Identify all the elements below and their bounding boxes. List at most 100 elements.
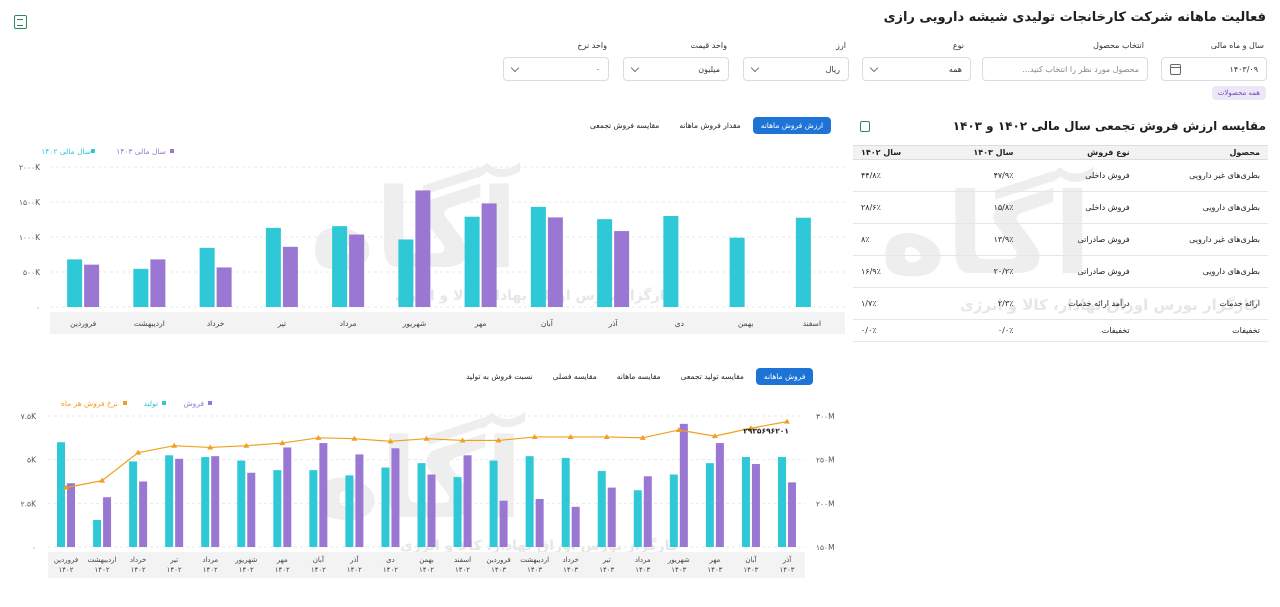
excel-export-icon[interactable] [14,15,27,29]
table-header-row: محصول نوع فروش سال ۱۴۰۳ سال ۱۴۰۲ [853,145,1268,160]
column-header[interactable]: محصول [1137,145,1268,160]
x-tick-label: تیر [602,556,611,564]
column-header[interactable]: نوع فروش [1021,145,1138,160]
rate-point [531,433,538,439]
x-tick-label: ۱۴۰۲ [95,566,110,574]
bar-production [57,442,66,547]
cell-sale-type: فروش صادراتی [1021,223,1138,256]
x-tick-label: آذر [608,318,619,328]
price-unit-select[interactable]: میلیون [623,57,729,81]
tab-cumulative-sales-comparison[interactable]: مقایسه فروش تجمعی [590,121,660,130]
x-tick-label: ۱۴۰۲ [347,566,362,574]
bar-production [93,519,102,547]
y-tick-label: ۰ [36,303,40,312]
column-header[interactable]: سال ۱۴۰۲ [853,145,938,160]
product-select[interactable]: محصول مورد نظر را انتخاب کنید... [982,57,1148,81]
bar-production [525,456,534,547]
bar-1403 [349,234,365,307]
tab-quarterly-comparison[interactable]: مقایسه فصلی [552,372,597,381]
cell-1403: ۰/۰٪ [937,319,1022,342]
rate-point [387,438,394,444]
cell-sale-type: فروش داخلی [1021,159,1138,192]
x-tick-label: ۱۴۰۳ [779,566,794,574]
bar-1403 [481,203,497,307]
legend-label: سال مالی ۱۴۰۲ [41,147,91,156]
year-month-field[interactable]: ۱۴۰۳/۰۹ [1161,57,1267,81]
rate-point [279,440,286,446]
table-row: بطری‌های دارویی فروش صادراتی ۲۰/۲٪ ۱۶/۹٪ [853,255,1268,288]
x-tick-label: ۱۴۰۲ [275,566,290,574]
x-tick-label: ۱۴۰۳ [599,566,614,574]
x-axis-band [50,312,845,334]
tab-sales-to-production-ratio[interactable]: نسبت فروش به تولید [466,372,533,381]
table-row: بطری‌های غیر دارویی فروش داخلی ۴۷/۹٪ ۴۴/… [853,159,1268,192]
bar-sales [643,476,652,547]
bar-production [309,470,318,547]
legend-swatch [208,401,212,405]
x-tick-label: اسفند [803,319,821,328]
rate-unit-value: ۰ [595,64,600,74]
bar-1402 [663,216,679,307]
x-tick-label: ۱۴۰۳ [491,566,506,574]
price-unit-value: میلیون [698,64,720,74]
cell-product: ارائه خدمات [1137,287,1268,320]
bar-1402 [133,268,149,307]
calendar-icon [1170,63,1181,75]
x-tick-label: فروردین [486,556,510,564]
bar-sales [463,455,472,547]
cell-1403: ۱۳/۹٪ [937,223,1022,256]
tab-monthly-sales[interactable]: فروش ماهانه [755,368,814,385]
x-tick-label: ۱۴۰۳ [527,566,542,574]
x-tick-label: ۱۴۰۲ [59,566,74,574]
bar-sales [175,458,184,547]
tab-monthly-sales-quantity[interactable]: مقدار فروش ماهانه [679,121,741,130]
legend-label: نرخ فروش هر ماه [61,399,118,408]
y2-tick-label: ۱۵۰M [816,543,835,552]
x-tick-label: اردیبهشت [134,319,165,328]
rate-point [747,425,754,431]
type-select[interactable]: همه [862,57,971,81]
product-label: انتخاب محصول [1093,41,1144,50]
y2-tick-label: ۳۰۰M [816,412,835,421]
bar-1402 [332,226,348,307]
rate-point [495,437,502,443]
currency-select[interactable]: ریال [743,57,849,81]
x-tick-label: بهمن [419,556,434,564]
tab-monthly-sales-value[interactable]: ارزش فروش ماهانه [752,117,832,134]
bar-production [201,457,210,547]
bar-1402 [199,247,215,307]
x-tick-label: شهریور [667,556,690,564]
x-tick-label: مرداد [202,556,218,564]
currency-label: ارز [836,41,846,50]
bar-production [417,463,426,547]
x-tick-label: ۱۴۰۳ [671,566,686,574]
x-tick-label: مهر [276,556,288,564]
x-tick-label: مرداد [340,319,357,328]
bar-production [489,460,498,547]
x-tick-label: فروردین [70,319,97,328]
cell-sale-type: فروش داخلی [1021,191,1138,224]
bar-production [129,461,138,547]
cell-1402: ۱/۷٪ [853,287,938,320]
excel-export-icon[interactable] [860,121,870,132]
x-tick-label: ۱۴۰۲ [419,566,434,574]
all-products-chip[interactable]: همه محصولات [1211,86,1266,100]
bar-production [741,457,750,547]
rate-point [423,435,430,441]
bar-1403 [150,259,166,307]
column-header[interactable]: سال ۱۴۰۳ [937,145,1022,160]
bar-1402 [464,216,480,307]
x-tick-label: ۱۴۰۳ [563,566,578,574]
x-tick-label: مهر [474,319,487,328]
bar-sales [355,454,364,547]
x-tick-label: آذر [782,555,792,564]
y-tick-label: ۲۰۰۰K [19,163,41,172]
rate-unit-select[interactable]: ۰ [503,57,609,81]
x-tick-label: ۱۴۰۲ [239,566,254,574]
cell-1402: ۲۸/۶٪ [853,191,938,224]
bar-1403 [415,190,431,307]
x-tick-label: خرداد [130,556,146,564]
tab-cumulative-production[interactable]: مقایسه تولید تجمعی [680,372,744,381]
tab-monthly-comparison[interactable]: مقایسه ماهانه [616,372,661,381]
x-tick-label: آبان [313,555,325,564]
